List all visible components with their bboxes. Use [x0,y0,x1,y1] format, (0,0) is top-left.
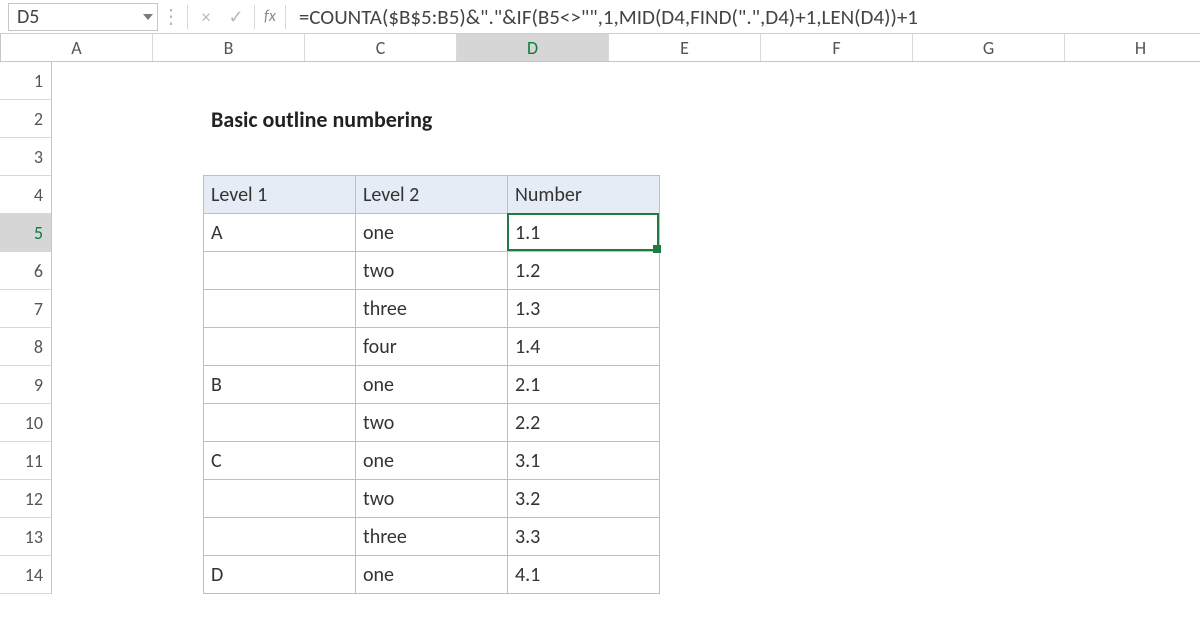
table-cell[interactable] [204,404,356,442]
table-cell[interactable]: three [356,518,508,556]
cell-grid[interactable]: Basic outline numbering Level 1Level 2Nu… [52,62,1200,594]
table-cell[interactable] [204,328,356,366]
formula-input[interactable]: =COUNTA($B$5:B5)&"."&IF(B5<>"",1,MID(D4,… [289,4,1200,30]
divider [254,5,255,29]
divider [285,5,286,29]
divider [187,5,188,29]
table-row: Aone1.1 [204,214,660,252]
table-row: three1.3 [204,290,660,328]
row-header[interactable]: 12 [0,480,51,518]
table-cell[interactable]: 2.1 [508,366,660,404]
row-header[interactable]: 11 [0,442,51,480]
column-header[interactable]: C [305,34,457,61]
row-header[interactable]: 4 [0,176,51,214]
table-cell[interactable]: one [356,214,508,252]
table-cell[interactable]: C [204,442,356,480]
table-cell[interactable]: A [204,214,356,252]
data-table: Level 1Level 2Number Aone1.1two1.2three1… [203,175,660,594]
table-cell[interactable] [204,252,356,290]
table-cell[interactable]: two [356,480,508,518]
row-header-column: 1234567891011121314 [0,62,52,594]
table-cell[interactable] [204,290,356,328]
column-header[interactable]: B [153,34,305,61]
row-header[interactable]: 3 [0,138,51,176]
table-row: Done4.1 [204,556,660,594]
table-cell[interactable] [204,518,356,556]
page-title: Basic outline numbering [211,106,432,133]
row-header[interactable]: 2 [0,100,51,138]
table-row: two1.2 [204,252,660,290]
table-row: two2.2 [204,404,660,442]
formula-bar: D5 ⋮ × ✓ fx =COUNTA($B$5:B5)&"."&IF(B5<>… [0,0,1200,34]
table-cell[interactable]: 3.1 [508,442,660,480]
row-header[interactable]: 10 [0,404,51,442]
table-cell[interactable]: four [356,328,508,366]
row-header[interactable]: 14 [0,556,51,594]
table-cell[interactable]: one [356,442,508,480]
table-cell[interactable]: 2.2 [508,404,660,442]
table-row: Bone2.1 [204,366,660,404]
table-header-cell[interactable]: Level 2 [356,176,508,214]
column-header[interactable]: E [609,34,761,61]
row-header[interactable]: 7 [0,290,51,328]
table-header-cell[interactable]: Level 1 [204,176,356,214]
table-row: two3.2 [204,480,660,518]
table-cell[interactable]: 1.4 [508,328,660,366]
table-row: Cone3.1 [204,442,660,480]
separator-icon: ⋮ [158,4,184,29]
table-row: four1.4 [204,328,660,366]
column-header[interactable]: G [913,34,1065,61]
column-header[interactable]: H [1065,34,1200,61]
table-cell[interactable]: 3.3 [508,518,660,556]
cell-reference: D5 [17,5,39,29]
name-box[interactable]: D5 [8,3,158,31]
table-cell[interactable]: 1.3 [508,290,660,328]
table-cell[interactable]: 3.2 [508,480,660,518]
name-box-dropdown-icon[interactable] [143,14,153,20]
table-cell[interactable]: 1.2 [508,252,660,290]
table-header-cell[interactable]: Number [508,176,660,214]
table-cell[interactable]: 1.1 [508,214,660,252]
row-header[interactable]: 5 [0,214,51,252]
table-cell[interactable]: B [204,366,356,404]
column-header[interactable]: D [457,34,609,61]
table-cell[interactable]: one [356,556,508,594]
table-cell[interactable] [204,480,356,518]
select-all-button[interactable] [0,34,1,61]
table-cell[interactable]: three [356,290,508,328]
row-header[interactable]: 1 [0,62,51,100]
table-cell[interactable]: 4.1 [508,556,660,594]
row-header[interactable]: 13 [0,518,51,556]
table-cell[interactable]: two [356,404,508,442]
table-cell[interactable]: D [204,556,356,594]
row-header[interactable]: 8 [0,328,51,366]
row-header[interactable]: 6 [0,252,51,290]
row-header[interactable]: 9 [0,366,51,404]
column-header[interactable]: F [761,34,913,61]
fx-icon[interactable]: fx [258,7,282,26]
cancel-icon[interactable]: × [191,6,221,28]
enter-icon[interactable]: ✓ [221,6,251,28]
table-cell[interactable]: one [356,366,508,404]
table-row: three3.3 [204,518,660,556]
column-header-row: ABCDEFGH [0,34,1200,62]
column-header[interactable]: A [1,34,153,61]
table-cell[interactable]: two [356,252,508,290]
